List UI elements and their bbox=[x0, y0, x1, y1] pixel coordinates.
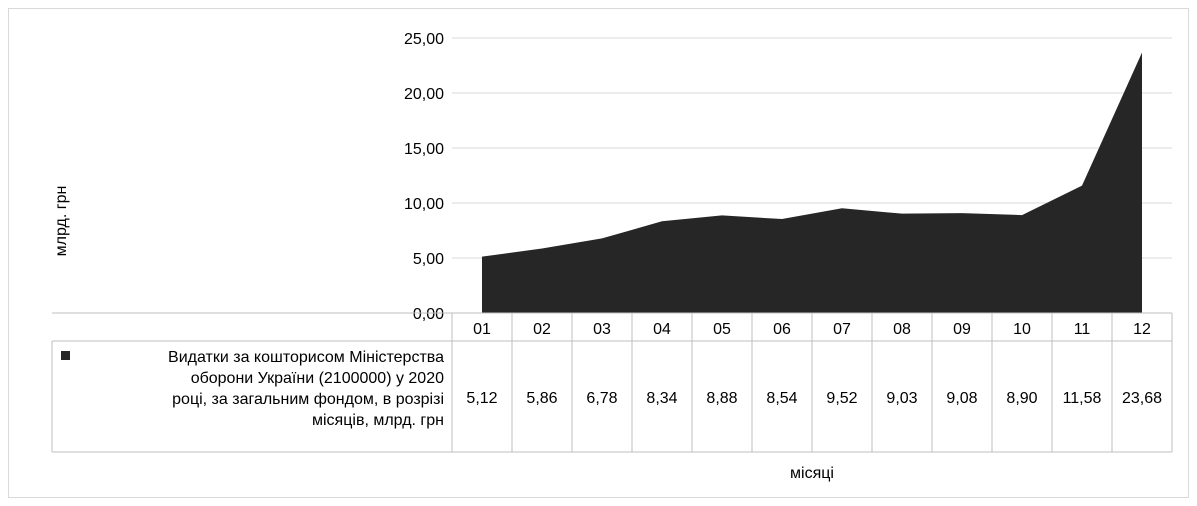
table-value-cell: 11,58 bbox=[1063, 390, 1102, 407]
table-value-cell: 9,52 bbox=[826, 390, 857, 407]
x-axis-title: місяці bbox=[790, 465, 834, 482]
legend-label-line: Видатки за кошторисом Міністерства bbox=[168, 349, 444, 366]
x-category-label: 10 bbox=[1013, 321, 1031, 338]
y-tick-label: 0,00 bbox=[413, 306, 444, 323]
y-tick-label: 15,00 bbox=[404, 141, 444, 158]
x-category-label: 06 bbox=[773, 321, 791, 338]
y-tick-label: 10,00 bbox=[404, 196, 444, 213]
y-tick-label: 5,00 bbox=[413, 251, 444, 268]
table-value-cell: 6,78 bbox=[586, 390, 617, 407]
table-value-cell: 23,68 bbox=[1122, 390, 1162, 407]
y-tick-label: 25,00 bbox=[404, 31, 444, 48]
y-axis-title: млрд. грн bbox=[53, 186, 70, 257]
y-axis-ticks: 0,00 5,00 10,00 15,00 20,00 25,00 bbox=[404, 31, 444, 323]
x-category-label: 01 bbox=[473, 321, 491, 338]
legend-label-line: році, за загальним фондом, в розрізі bbox=[172, 391, 444, 408]
table-value-cell: 9,08 bbox=[946, 390, 977, 407]
table-value-cell: 8,88 bbox=[706, 390, 737, 407]
table-value-cell: 5,86 bbox=[526, 390, 557, 407]
x-category-label: 03 bbox=[593, 321, 611, 338]
table-value-cell: 9,03 bbox=[886, 390, 917, 407]
x-category-label: 07 bbox=[833, 321, 851, 338]
legend-label-line: оборони України (2100000) у 2020 bbox=[191, 370, 444, 387]
x-category-label: 11 bbox=[1074, 321, 1091, 338]
legend-label: Видатки за кошторисом Міністерства оборон… bbox=[168, 349, 444, 429]
x-category-label: 05 bbox=[713, 321, 731, 338]
legend: Видатки за кошторисом Міністерства оборон… bbox=[61, 349, 444, 429]
data-table: 01 5,12 02 5,86 03 6,78 04 8,34 05 8,88 06 8,54 07 9,… bbox=[51, 312, 1173, 453]
chart-frame bbox=[8, 8, 1189, 498]
x-category-label: 09 bbox=[953, 321, 971, 338]
table-value-cell: 8,34 bbox=[646, 390, 677, 407]
x-category-label: 12 bbox=[1133, 321, 1151, 338]
table-value-cell: 8,54 bbox=[766, 390, 797, 407]
area-series bbox=[482, 52, 1142, 314]
x-category-label: 04 bbox=[653, 321, 671, 338]
x-category-label: 02 bbox=[533, 321, 551, 338]
table-value-cell: 5,12 bbox=[466, 390, 497, 407]
legend-label-line: місяців, млрд. грн bbox=[312, 412, 444, 429]
y-tick-label: 20,00 bbox=[404, 86, 444, 103]
legend-key bbox=[61, 351, 70, 360]
x-category-label: 08 bbox=[893, 321, 911, 338]
table-value-cell: 8,90 bbox=[1006, 390, 1037, 407]
